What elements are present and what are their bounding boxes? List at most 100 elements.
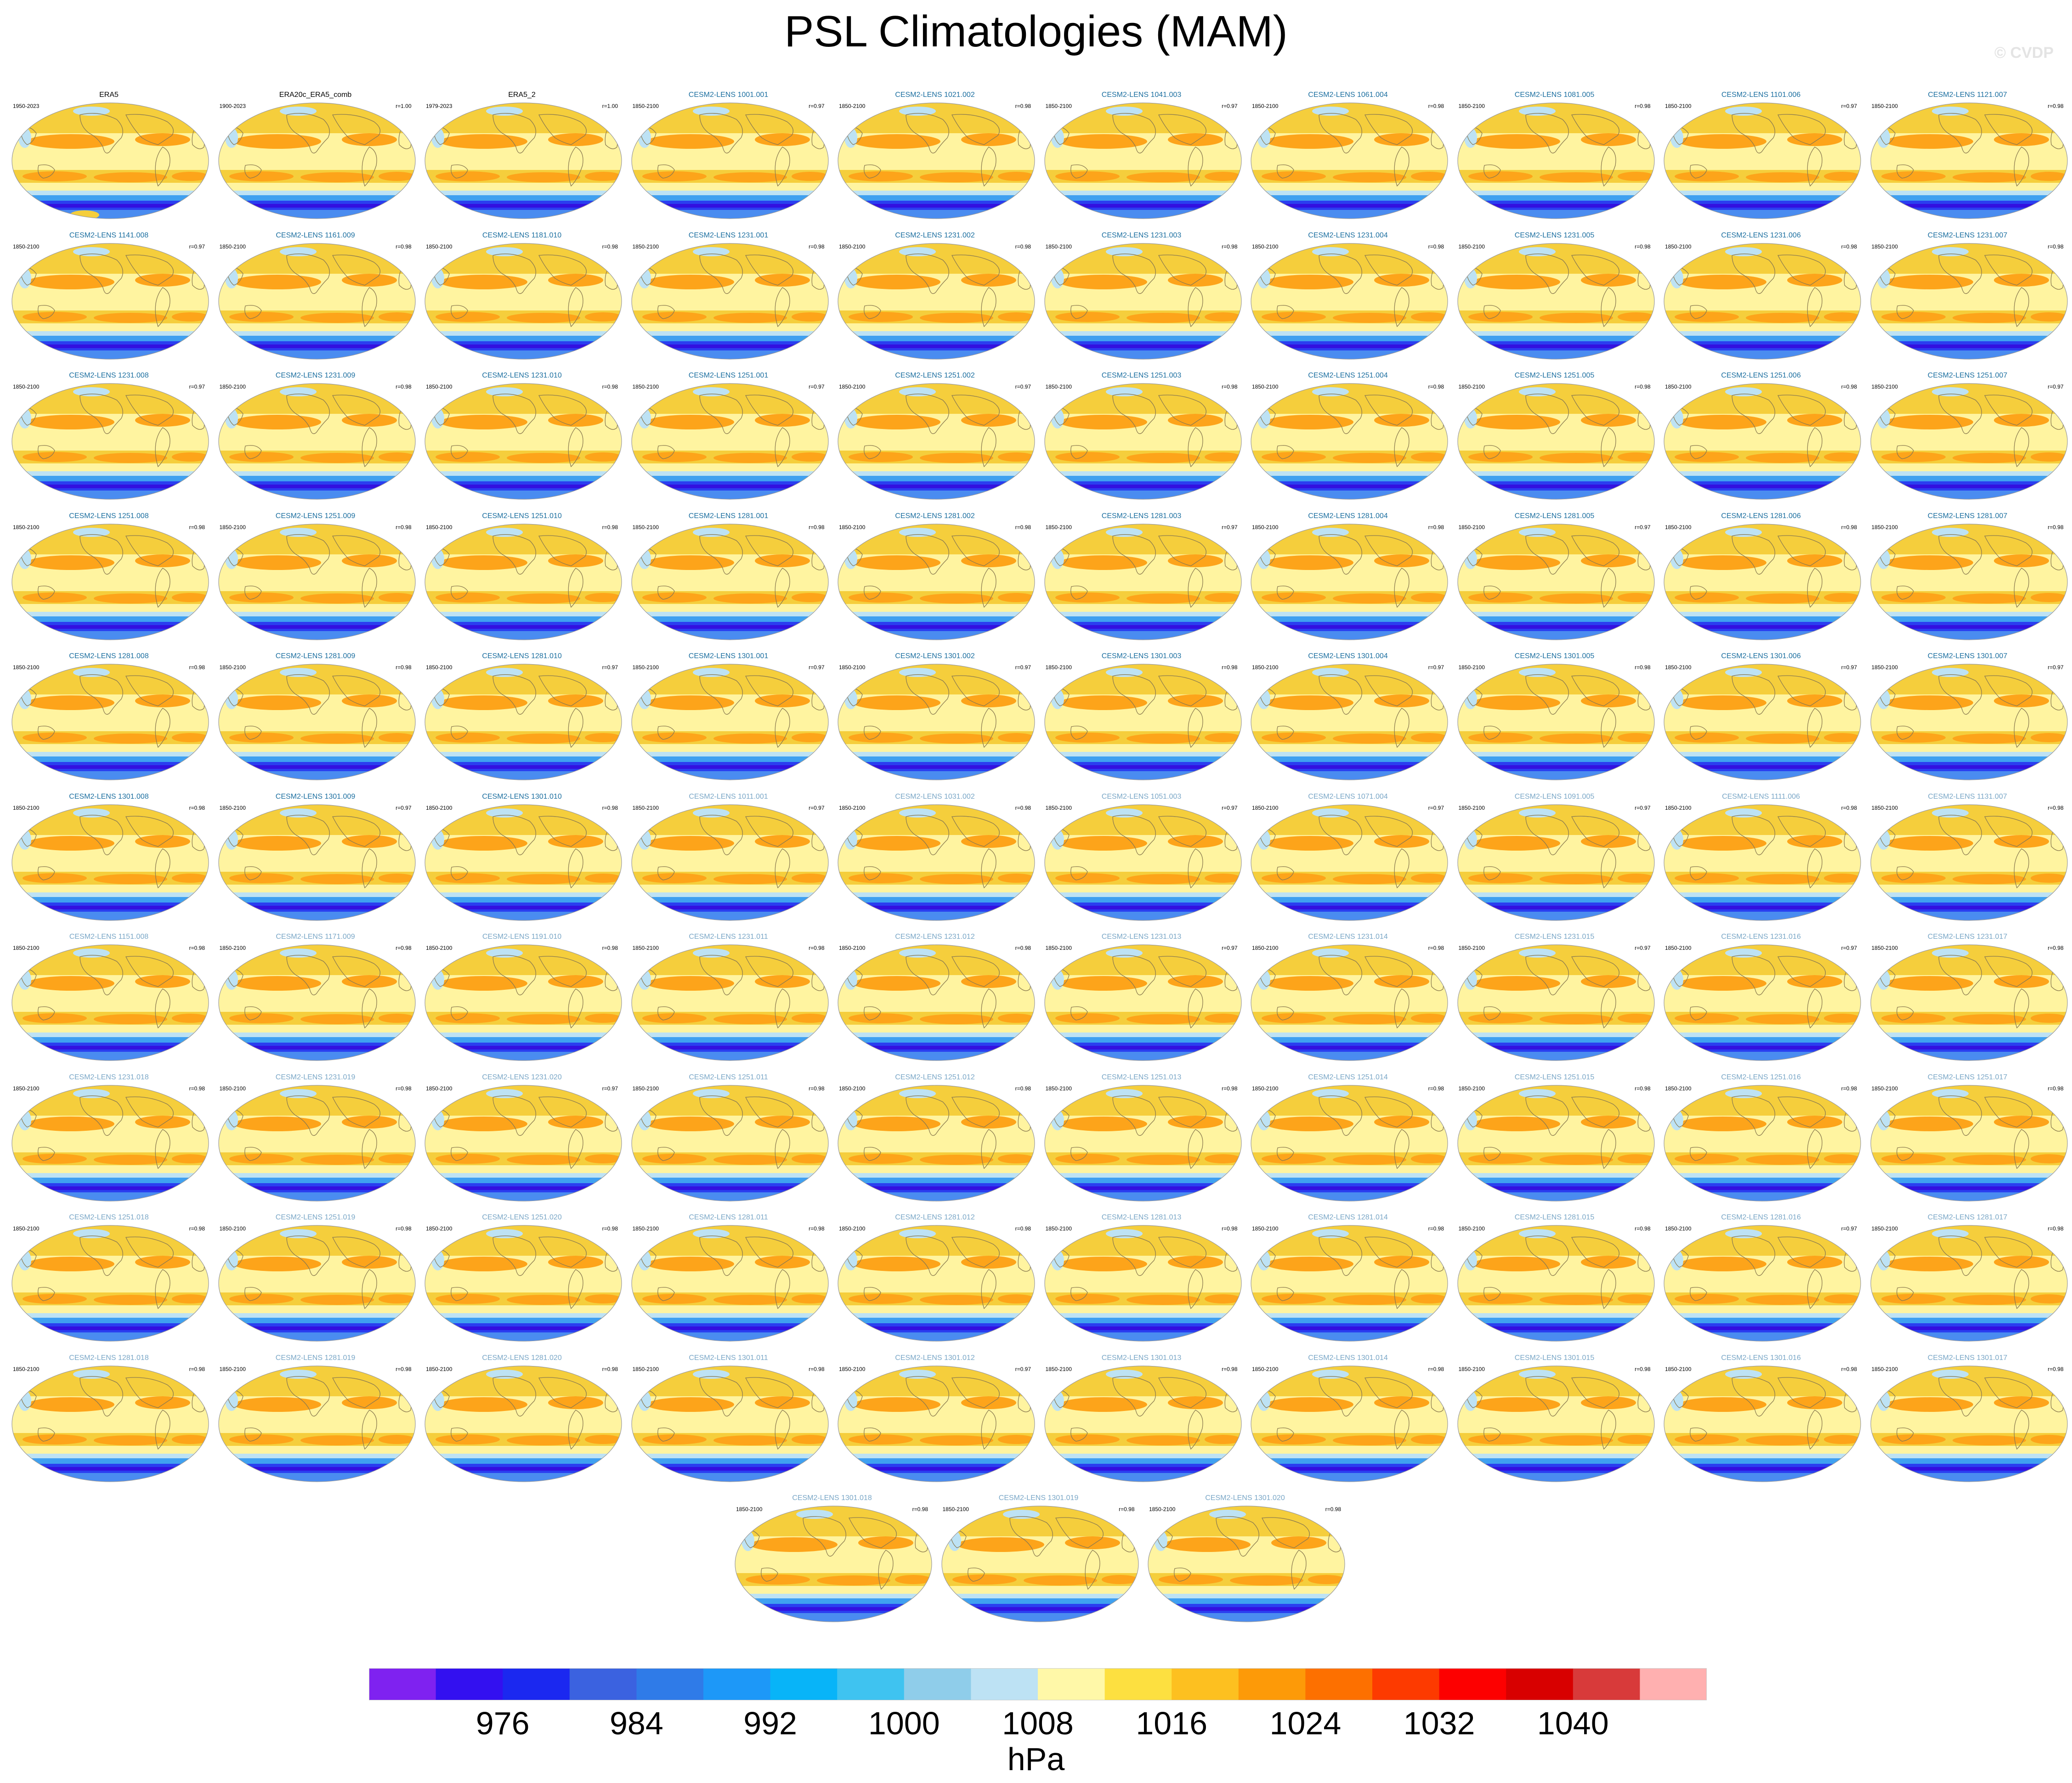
map-panel: CESM2-LENS 1301.006 1850-2100 r=0.97 [1658,652,1864,792]
map-panel: CESM2-LENS 1171.009 1850-2100 r=0.98 [212,933,419,1073]
panel-correlation: r=0.98 [1841,384,1857,390]
panel-title: CESM2-LENS 1281.017 [1927,1213,2008,1221]
panel-years: 1850-2100 [1252,1225,1279,1232]
psl-map [838,804,1035,921]
psl-map [1664,1225,1861,1342]
panel-correlation: r=0.98 [602,1365,618,1372]
map-panel: CESM2-LENS 1251.009 1850-2100 r=0.98 [212,512,419,652]
map-panel: CESM2-LENS 1251.006 1850-2100 r=0.98 [1658,372,1864,512]
psl-map [1251,1365,1448,1482]
map-panel: CESM2-LENS 1281.011 1850-2100 r=0.98 [625,1213,832,1354]
panel-title: CESM2-LENS 1251.010 [482,512,562,520]
map-panel: CESM2-LENS 1041.003 1850-2100 r=0.97 [1038,91,1245,231]
map-panel: CESM2-LENS 1281.007 1850-2100 r=0.98 [1864,512,2071,652]
panel-years: 1850-2100 [13,1365,40,1372]
panel-years: 1850-2100 [219,384,246,390]
map-panel: CESM2-LENS 1301.008 1850-2100 r=0.98 [6,793,212,933]
panel-title: CESM2-LENS 1301.007 [1927,652,2008,660]
psl-map [11,804,209,921]
map-panel: CESM2-LENS 1281.014 1850-2100 r=0.98 [1245,1213,1451,1354]
map-panel: CESM2-LENS 1281.019 1850-2100 r=0.98 [212,1354,419,1494]
panel-correlation: r=0.98 [1428,945,1444,951]
panel-correlation: r=0.97 [1015,384,1031,390]
panel-years: 1850-2100 [1252,1365,1279,1372]
panel-years: 1850-2100 [426,1365,453,1372]
psl-map [218,1084,416,1202]
panel-title: CESM2-LENS 1251.011 [689,1073,768,1081]
map-panel: CESM2-LENS 1071.004 1850-2100 r=0.97 [1245,793,1451,933]
map-panel: CESM2-LENS 1231.002 1850-2100 r=0.98 [832,231,1038,372]
panel-title: CESM2-LENS 1161.009 [276,231,355,239]
panel-years: 1979-2023 [426,103,453,109]
psl-map [1664,1365,1861,1482]
map-panel: CESM2-LENS 1251.015 1850-2100 r=0.98 [1451,1073,1658,1213]
panel-title: CESM2-LENS 1301.011 [689,1354,768,1362]
psl-map [1251,1225,1448,1342]
colorbar-tick-label: 1016 [1136,1705,1208,1741]
psl-map [1870,944,2068,1061]
panel-years: 1850-2100 [1045,1085,1072,1092]
map-panel: CESM2-LENS 1161.009 1850-2100 r=0.98 [212,231,419,372]
psl-map [425,383,622,500]
panel-correlation: r=0.97 [1015,1365,1031,1372]
map-panel: CESM2-LENS 1281.010 1850-2100 r=0.97 [419,652,625,792]
map-panel: CESM2-LENS 1251.008 1850-2100 r=0.98 [6,512,212,652]
panel-correlation: r=0.97 [1222,103,1238,109]
panel-title: CESM2-LENS 1231.016 [1721,933,1801,941]
panel-title: CESM2-LENS 1191.010 [482,933,562,941]
panel-title: CESM2-LENS 1301.012 [895,1354,975,1362]
map-panel: CESM2-LENS 1231.004 1850-2100 r=0.98 [1245,231,1451,372]
panel-title: CESM2-LENS 1231.007 [1927,231,2008,239]
psl-map [1457,243,1655,360]
map-panel: CESM2-LENS 1281.015 1850-2100 r=0.98 [1451,1213,1658,1354]
psl-map [838,102,1035,219]
panel-title: CESM2-LENS 1251.017 [1927,1073,2008,1081]
panel-title: CESM2-LENS 1251.013 [1101,1073,1182,1081]
colorbar-tick-label: 1032 [1403,1705,1475,1741]
panel-correlation: r=0.97 [809,384,825,390]
panel-title: CESM2-LENS 1301.014 [1308,1354,1388,1362]
psl-map [11,102,209,219]
psl-map [1870,804,2068,921]
map-panel: CESM2-LENS 1301.013 1850-2100 r=0.98 [1038,1354,1245,1494]
panel-correlation: r=0.98 [1222,243,1238,250]
panel-years: 1850-2100 [1871,1365,1898,1372]
map-panel: CESM2-LENS 1251.016 1850-2100 r=0.98 [1658,1073,1864,1213]
panel-correlation: r=1.00 [602,103,618,109]
panel-correlation: r=0.98 [809,1085,825,1092]
panel-correlation: r=0.97 [1428,664,1444,671]
panel-years: 1850-2100 [632,524,659,530]
psl-map [838,1225,1035,1342]
panel-title: CESM2-LENS 1301.006 [1721,652,1801,660]
panel-correlation: r=1.00 [396,103,412,109]
psl-map [425,102,622,219]
panel-title: CESM2-LENS 1281.013 [1101,1213,1182,1221]
panel-correlation: r=0.97 [2048,384,2064,390]
psl-map [631,102,829,219]
panel-title: CESM2-LENS 1281.009 [275,652,356,660]
panel-years: 1850-2100 [1252,524,1279,530]
panel-years: 1850-2100 [839,664,866,671]
map-panel: CESM2-LENS 1251.014 1850-2100 r=0.98 [1245,1073,1451,1213]
panel-years: 1850-2100 [942,1506,969,1512]
map-panel: CESM2-LENS 1231.019 1850-2100 r=0.98 [212,1073,419,1213]
map-panel: CESM2-LENS 1251.003 1850-2100 r=0.98 [1038,372,1245,512]
psl-map [838,523,1035,640]
panel-years: 1850-2100 [13,804,40,811]
panel-years: 1850-2100 [1665,1085,1692,1092]
map-panel: CESM2-LENS 1111.006 1850-2100 r=0.98 [1658,793,1864,933]
panel-correlation: r=0.98 [396,1365,412,1372]
colorbar-tick-label: 1000 [868,1705,940,1741]
panel-title: CESM2-LENS 1281.001 [688,512,769,520]
panel-years: 1850-2100 [426,804,453,811]
map-panel: CESM2-LENS 1301.007 1850-2100 r=0.97 [1864,652,2071,792]
panel-years: 1850-2100 [1045,804,1072,811]
panel-correlation: r=0.98 [2048,103,2064,109]
map-panel: CESM2-LENS 1251.007 1850-2100 r=0.97 [1864,372,2071,512]
panel-correlation: r=0.98 [602,243,618,250]
panel-title: CESM2-LENS 1251.009 [275,512,356,520]
map-panel: CESM2-LENS 1251.012 1850-2100 r=0.98 [832,1073,1038,1213]
map-panel: CESM2-LENS 1281.012 1850-2100 r=0.98 [832,1213,1038,1354]
map-panel: CESM2-LENS 1301.018 1850-2100 r=0.98 [729,1494,935,1634]
map-panel: CESM2-LENS 1091.005 1850-2100 r=0.97 [1451,793,1658,933]
